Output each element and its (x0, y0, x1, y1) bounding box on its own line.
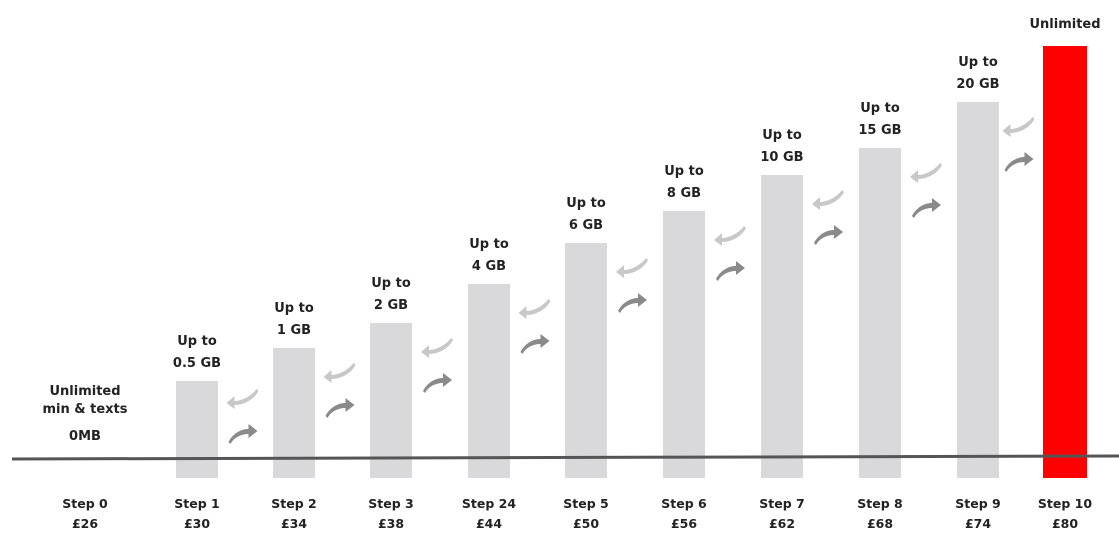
arrow-down-icon (1002, 117, 1035, 137)
arrow-down-icon (714, 226, 746, 246)
bar-label-step-9-line-0: Up to (958, 55, 998, 70)
step-label-1: Step 1 (174, 496, 219, 511)
bar-label-step-7-line-1: 10 GB (760, 150, 803, 165)
arrow-down-icon (226, 389, 259, 409)
bar-label-step-3-line-1: 2 GB (374, 298, 408, 313)
bar-label-step-2-line-0: Up to (274, 301, 314, 316)
step-label-0: Step 0 (62, 496, 108, 511)
price-label-10: £80 (1052, 516, 1078, 531)
bar-step-6 (663, 211, 705, 478)
bar-label-step-6-line-0: Up to (664, 164, 704, 179)
bar-label-step-7-line-0: Up to (762, 128, 802, 143)
step-label-3: Step 3 (368, 496, 413, 511)
arrow-up-icon (520, 334, 550, 354)
arrow-down-icon (421, 338, 453, 358)
bar-label-step-10-line-0: Unlimited (1029, 17, 1100, 32)
baseline (11, 454, 1119, 461)
bar-label-step-0-line-0: Unlimited (49, 384, 120, 399)
bar-step-9 (957, 102, 999, 478)
price-label-5: £50 (573, 516, 599, 531)
price-label-6: £56 (671, 516, 697, 531)
step-label-10: Step 10 (1038, 496, 1092, 511)
step-label-9: Step 9 (955, 496, 1000, 511)
bar-label-step-0-line-1: min & texts (42, 402, 127, 417)
bar-label-step-2-line-1: 1 GB (277, 323, 311, 338)
bar-step-2 (273, 348, 315, 478)
step-label-6: Step 6 (661, 496, 707, 511)
bar-label-step-4-line-0: Up to (469, 237, 509, 252)
bar-label-step-6-line-1: 8 GB (667, 186, 701, 201)
arrow-down-icon (518, 299, 551, 319)
price-label-9: £74 (965, 516, 991, 531)
price-label-4: £44 (476, 516, 502, 531)
bar-label-step-8-line-1: 15 GB (858, 123, 901, 138)
bar-label-step-9-line-1: 20 GB (956, 77, 999, 92)
arrow-up-icon (814, 225, 843, 245)
arrow-up-icon (716, 261, 745, 281)
price-label-8: £68 (867, 516, 893, 531)
arrow-up-icon (618, 293, 647, 313)
step-label-4: Step 24 (462, 496, 516, 511)
arrow-down-icon (812, 190, 844, 210)
bar-label-step-1-line-0: Up to (177, 334, 217, 349)
bar-step-8 (859, 148, 901, 478)
bar-label-step-1-line-1: 0.5 GB (173, 356, 221, 371)
arrow-down-icon (323, 363, 356, 383)
price-label-1: £30 (184, 516, 210, 531)
step-label-5: Step 5 (563, 496, 608, 511)
arrow-up-icon (423, 373, 452, 393)
bar-step-10 (1043, 46, 1087, 478)
bar-label-step-3-line-0: Up to (371, 276, 411, 291)
bar-step-7 (761, 175, 803, 478)
bar-step-4 (468, 284, 510, 478)
price-label-3: £38 (378, 516, 404, 531)
bar-step-1 (176, 381, 218, 478)
price-label-0: £26 (72, 516, 98, 531)
step-label-8: Step 8 (857, 496, 902, 511)
arrow-up-icon (912, 198, 941, 218)
bar-label-step-8-line-0: Up to (860, 101, 900, 116)
bar-step-5 (565, 243, 607, 478)
bar-label-step-5-line-1: 6 GB (569, 218, 603, 233)
bar-label-step-0-line-3: 0MB (69, 429, 101, 444)
price-label-2: £34 (281, 516, 307, 531)
bar-label-step-4-line-1: 4 GB (472, 259, 506, 274)
arrow-down-icon (910, 163, 942, 183)
arrow-up-icon (325, 398, 355, 418)
price-label-7: £62 (769, 516, 795, 531)
arrow-down-icon (616, 258, 648, 278)
bar-step-3 (370, 323, 412, 478)
arrow-up-icon (1004, 152, 1034, 172)
arrow-up-icon (228, 424, 258, 444)
step-label-7: Step 7 (759, 496, 804, 511)
bar-label-step-5-line-0: Up to (566, 196, 606, 211)
step-label-2: Step 2 (271, 496, 316, 511)
